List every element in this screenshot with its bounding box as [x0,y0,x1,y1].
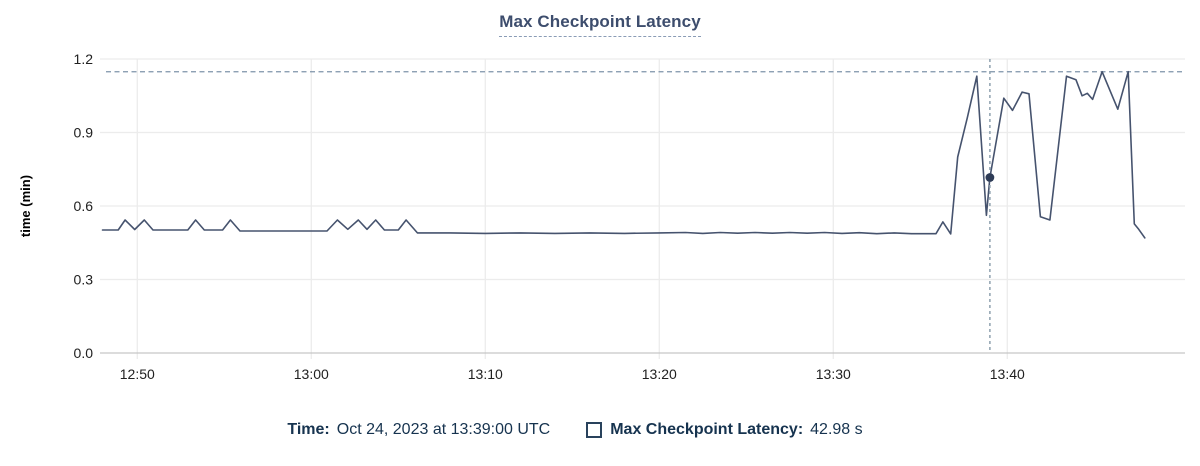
cursor-time-readout: Time: Oct 24, 2023 at 13:39:00 UTC [287,421,550,439]
y-tick-label: 0.9 [74,125,94,141]
y-tick-label: 0.0 [74,345,94,361]
chart-footer-legend: Time: Oct 24, 2023 at 13:39:00 UTC Max C… [0,421,1175,439]
cursor-time-value: Oct 24, 2023 at 13:39:00 UTC [336,421,551,438]
latency-line-chart[interactable]: 12:50 13:00 13:10 13:20 13:30 13:40 0.0 0.3 0.6 0… [0,0,1200,400]
x-tick-label: 12:50 [120,366,155,382]
legend-series-label: Max Checkpoint Latency: [610,421,804,438]
chart-title-row: Max Checkpoint Latency [0,12,1200,37]
legend-item-max-checkpoint-latency[interactable]: Max Checkpoint Latency: 42.98 s [586,421,863,439]
y-tick-label: 1.2 [74,51,94,67]
chart-title[interactable]: Max Checkpoint Latency [499,12,701,37]
x-tick-label: 13:00 [294,366,329,382]
x-tick-label: 13:10 [468,366,503,382]
cursor-time-label: Time: [287,421,330,438]
cursor-point[interactable] [985,173,995,182]
x-tick-label: 13:40 [990,366,1025,382]
series-line-max-checkpoint-latency[interactable] [101,70,1146,239]
x-tick-label: 13:20 [642,366,677,382]
y-tick-label: 0.6 [74,198,94,214]
x-tick-label: 13:30 [816,366,851,382]
y-axis-title: time (min) [18,175,33,237]
y-tick-label: 0.3 [74,272,94,288]
legend-checkbox-icon[interactable] [586,422,603,438]
legend-series-value: 42.98 s [810,421,863,438]
